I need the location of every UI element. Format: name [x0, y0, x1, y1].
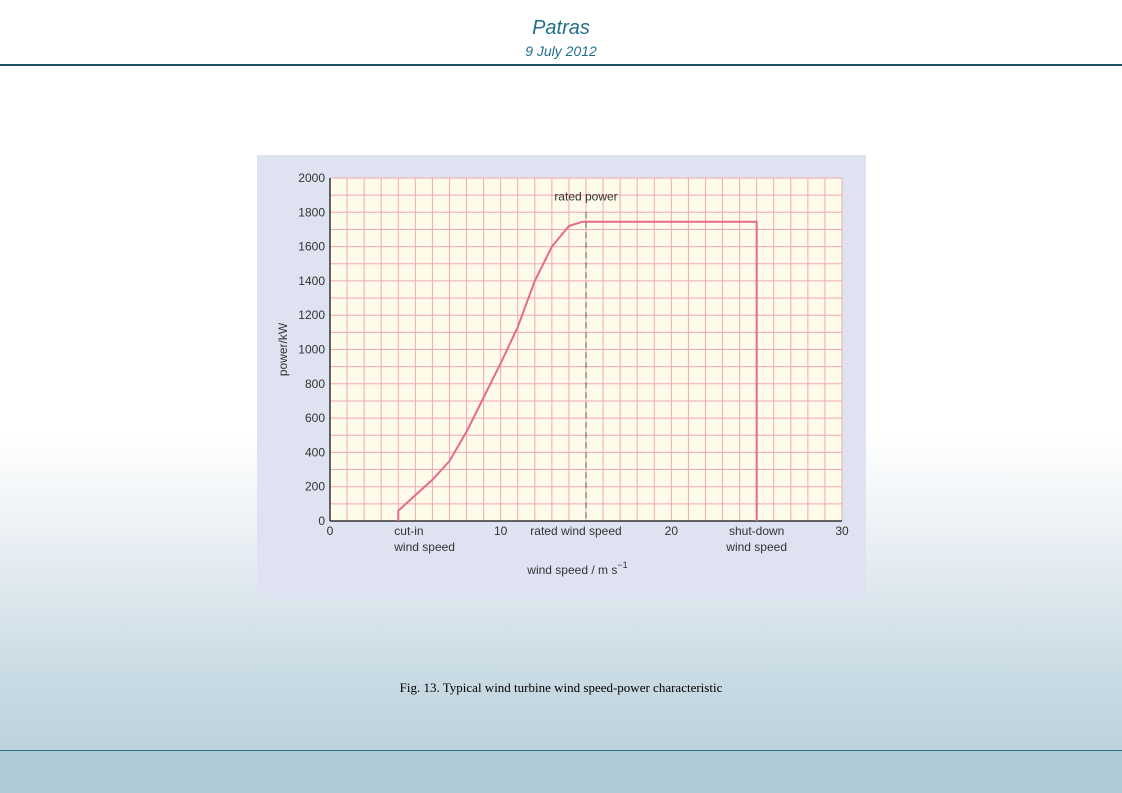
header-divider: [0, 64, 1122, 66]
y-tick-label: 2000: [298, 171, 325, 185]
y-tick-label: 400: [305, 445, 325, 459]
x-tick-label: 30: [835, 524, 849, 538]
shut-down-label-line1: shut-down: [729, 524, 784, 538]
y-tick-label: 0: [318, 514, 325, 528]
x-tick-label: 0: [327, 524, 334, 538]
y-tick-label: 1000: [298, 343, 325, 357]
y-tick-label: 800: [305, 377, 325, 391]
y-axis-label: power/kW: [276, 322, 290, 376]
chart-figure: 0 200 400 600 800 1000 1200 1400 1600 1800 2000 0 10…: [257, 155, 866, 599]
y-tick-label: 600: [305, 411, 325, 425]
figure-caption: Fig. 13. Typical wind turbine wind speed…: [399, 680, 723, 695]
power-curve-series: [397, 220, 758, 521]
y-tick-label: 1600: [298, 240, 325, 254]
footer-band: [0, 751, 1122, 793]
x-tick-label: 20: [665, 524, 679, 538]
header-date: 9 July 2012: [525, 43, 597, 59]
slide-header: Patras 9 July 2012: [0, 0, 1122, 66]
shut-down-label-line2: wind speed: [725, 540, 787, 554]
rated-power-label: rated power: [554, 189, 617, 203]
y-tick-label: 200: [305, 480, 325, 494]
y-tick-label: 1800: [298, 205, 325, 219]
x-axis-label: wind speed / m s−1: [526, 560, 627, 577]
rated-wind-speed-label: rated wind speed: [530, 524, 621, 538]
x-tick-label: 10: [494, 524, 508, 538]
y-tick-label: 1400: [298, 274, 325, 288]
header-title: Patras: [532, 17, 590, 39]
cut-in-label-line1: cut-in: [394, 524, 423, 538]
cut-in-label-line2: wind speed: [393, 540, 455, 554]
y-tick-label: 1200: [298, 308, 325, 322]
power-curve-chart: 0 200 400 600 800 1000 1200 1400 1600 1800 2000 0 10…: [276, 171, 849, 577]
footer-divider: [0, 750, 1122, 751]
